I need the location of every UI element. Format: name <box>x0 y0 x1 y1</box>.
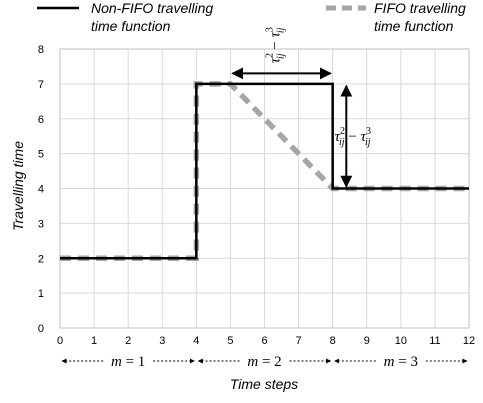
series-line-non-fifo <box>60 82 469 260</box>
x-tick-label: 5 <box>227 335 233 347</box>
y-tick-label: 2 <box>38 253 44 265</box>
y-tick-label: 8 <box>38 44 44 56</box>
series-layer <box>60 81 469 261</box>
y-tick-label: 6 <box>38 114 44 126</box>
x-tick-label: 0 <box>57 335 63 347</box>
y-tick-labels: 0 1 2 3 4 5 6 7 8 <box>38 44 44 335</box>
period-label: m = 3 <box>384 354 418 370</box>
vertical-gap-label: τ2 ij − τ3 ij <box>335 126 371 148</box>
y-tick-label: 1 <box>38 288 44 300</box>
x-tick-label: 6 <box>261 335 267 347</box>
period-label: m = 2 <box>247 354 281 370</box>
legend-label-fifo-line2: time function <box>374 18 454 34</box>
horizontal-gap-annotation: τ2ij − τ3ij <box>231 27 332 80</box>
x-axis-title: Time steps <box>230 376 298 392</box>
y-axis-title: Travelling time <box>10 141 26 231</box>
horizontal-gap-label: τ2ij − τ3ij <box>265 27 287 63</box>
y-tick-label: 0 <box>38 323 44 335</box>
x-tick-label: 9 <box>364 335 370 347</box>
legend-label-fifo-line1: FIFO travelling <box>374 0 466 16</box>
y-tick-label: 4 <box>38 184 44 196</box>
legend: Non-FIFO travelling time function FIFO t… <box>37 0 466 34</box>
x-tick-label: 1 <box>91 335 97 347</box>
x-tick-label: 7 <box>296 335 302 347</box>
vertical-gap-annotation: τ2 ij − τ3 ij <box>335 84 371 188</box>
x-tick-label: 10 <box>395 335 407 347</box>
x-tick-label: 4 <box>193 335 199 347</box>
x-tick-label: 11 <box>429 335 440 347</box>
x-tick-label: 12 <box>463 335 475 347</box>
legend-label-non-fifo-line2: time function <box>91 18 171 34</box>
y-tick-label: 5 <box>38 149 44 161</box>
x-tick-label: 8 <box>330 335 336 347</box>
x-tick-label: 3 <box>159 335 165 347</box>
y-tick-label: 3 <box>38 218 44 230</box>
y-tick-label: 7 <box>38 79 44 91</box>
period-markers: m = 1 m = 2 m = 3 <box>61 354 468 370</box>
period-label: m = 1 <box>111 354 145 370</box>
x-tick-labels: 0 1 2 3 4 5 6 7 8 9 10 11 12 <box>57 335 475 347</box>
legend-label-non-fifo-line1: Non-FIFO travelling <box>91 0 213 16</box>
x-tick-label: 2 <box>125 335 131 347</box>
